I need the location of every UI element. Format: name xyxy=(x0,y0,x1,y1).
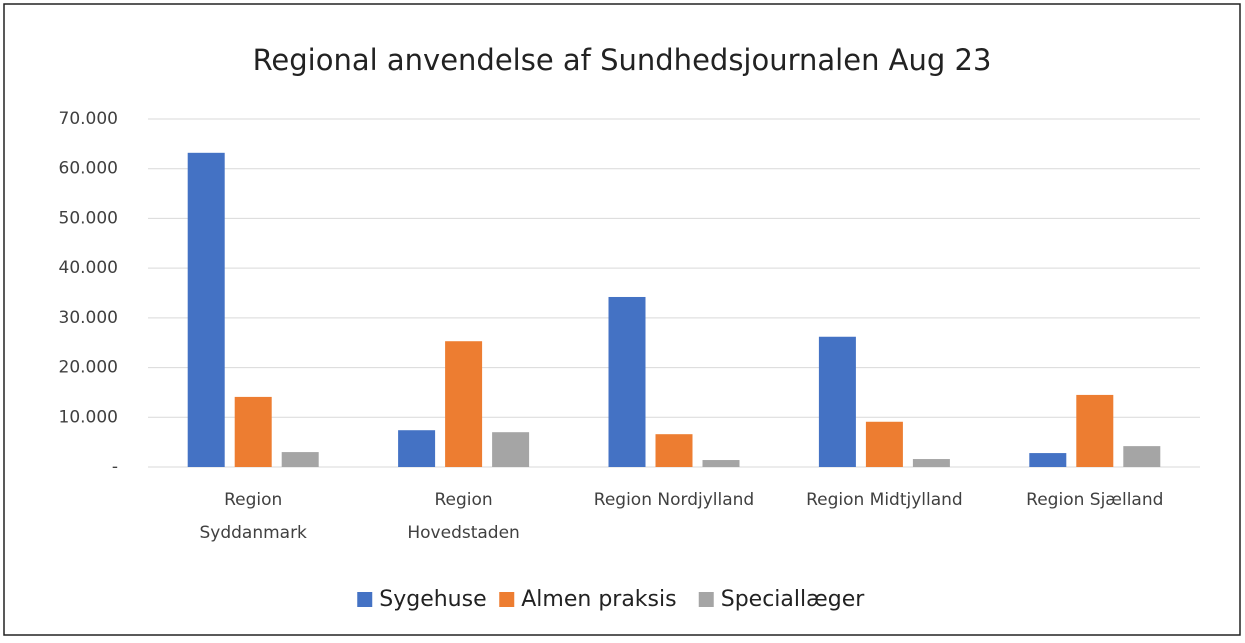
y-tick-label: 40.000 xyxy=(59,258,118,278)
legend-label: Sygehuse xyxy=(379,587,486,612)
bar xyxy=(865,421,903,467)
bar xyxy=(492,432,530,467)
x-tick-label: Region Nordjylland xyxy=(594,490,754,510)
bar xyxy=(702,460,740,467)
y-tick-label: 60.000 xyxy=(59,159,118,179)
legend-label: Almen praksis xyxy=(521,587,676,612)
bar xyxy=(1029,453,1067,467)
legend-swatch xyxy=(357,592,373,607)
y-tick-label: 70.000 xyxy=(59,109,118,129)
bar xyxy=(398,430,436,467)
legend-swatch xyxy=(698,592,714,607)
bar xyxy=(281,452,319,467)
legend-label: Speciallæger xyxy=(721,587,865,612)
x-tick-label: Region Midtjylland xyxy=(806,490,963,510)
bar xyxy=(1123,446,1161,467)
bar xyxy=(912,459,950,467)
x-tick-label: Region Syddanmark xyxy=(199,490,307,543)
y-tick-label: - xyxy=(112,457,118,477)
bar xyxy=(608,296,646,467)
legend-swatch xyxy=(499,592,515,607)
bar xyxy=(818,336,856,467)
bar xyxy=(1076,394,1114,467)
y-tick-label: 20.000 xyxy=(59,358,118,378)
chart-title: Regional anvendelse af Sundhedsjournalen… xyxy=(253,43,992,77)
bar xyxy=(445,341,483,467)
y-tick-label: 10.000 xyxy=(59,407,118,427)
y-tick-label: 30.000 xyxy=(59,308,118,328)
x-tick-label: Region Sjælland xyxy=(1026,490,1163,510)
bar xyxy=(655,434,693,467)
bar xyxy=(234,396,272,467)
bar xyxy=(187,152,225,467)
y-tick-label: 50.000 xyxy=(59,208,118,228)
x-tick-label: Region Hovedstaden xyxy=(407,490,519,543)
